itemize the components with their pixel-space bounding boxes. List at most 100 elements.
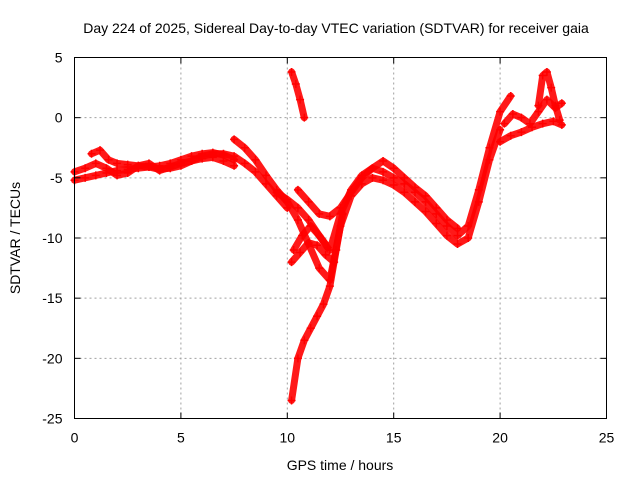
data-point — [313, 312, 322, 321]
data-point — [547, 83, 556, 92]
data-point — [464, 234, 473, 242]
data-point — [517, 128, 526, 137]
data-point — [123, 169, 132, 178]
data-point — [368, 173, 377, 182]
data-point — [293, 354, 302, 363]
x-tick-label: 20 — [492, 430, 508, 446]
y-tick-label: 5 — [55, 50, 63, 66]
data-point — [293, 185, 302, 194]
data-point — [300, 113, 309, 122]
data-point — [534, 101, 543, 110]
y-tick-label: -10 — [42, 230, 62, 246]
data-point — [306, 221, 315, 230]
data-point — [542, 67, 551, 76]
data-point — [296, 95, 305, 104]
data-point — [368, 164, 377, 173]
satellite-track-4 — [230, 126, 504, 284]
data-point — [379, 156, 388, 165]
data-point — [315, 209, 324, 218]
satellite-track-4-markers — [230, 125, 505, 285]
y-tick-label: -25 — [42, 411, 62, 427]
data-point — [347, 188, 356, 197]
data-point — [304, 215, 313, 224]
y-tick-label: -20 — [42, 350, 62, 366]
data-point — [555, 116, 564, 125]
x-tick-label: 0 — [71, 430, 79, 446]
y-axis-label: SDTVAR / TECUs — [7, 182, 23, 294]
data-point — [421, 207, 430, 216]
data-point — [287, 396, 296, 405]
data-point — [230, 135, 239, 144]
data-point — [379, 167, 388, 176]
data-point — [230, 155, 239, 164]
data-point — [123, 160, 132, 169]
data-point — [338, 209, 347, 218]
data-point — [336, 203, 345, 212]
y-tick-label: 0 — [55, 110, 63, 126]
data-point — [240, 159, 249, 168]
data-point — [296, 248, 305, 257]
x-tick-label: 25 — [599, 430, 615, 446]
data-point — [306, 324, 315, 333]
satellite-track-10 — [288, 68, 308, 122]
data-point — [283, 195, 292, 204]
data-point — [453, 240, 462, 249]
data-point — [298, 231, 307, 240]
data-point — [551, 101, 560, 110]
data-point — [176, 155, 185, 164]
data-point — [291, 79, 300, 88]
data-point — [287, 258, 296, 267]
data-traces — [70, 67, 566, 405]
data-point — [104, 155, 113, 164]
satellite-track-9-markers — [287, 209, 347, 405]
data-point — [389, 173, 398, 182]
data-point — [287, 67, 296, 76]
data-point — [134, 161, 143, 170]
data-point — [442, 231, 451, 240]
x-tick-label: 5 — [177, 430, 185, 446]
data-point — [538, 71, 547, 80]
data-point — [187, 152, 196, 161]
data-point — [549, 117, 558, 126]
data-point — [251, 155, 260, 164]
data-point — [289, 246, 298, 255]
data-point — [219, 150, 228, 159]
data-point — [389, 181, 398, 190]
data-point — [240, 143, 249, 152]
data-point — [293, 215, 302, 224]
data-point — [81, 164, 90, 173]
data-point — [96, 146, 105, 155]
data-point — [538, 119, 547, 128]
satellite-track-11-markers — [496, 117, 566, 146]
data-point — [432, 203, 441, 212]
data-point — [442, 215, 451, 224]
data-point — [113, 171, 122, 180]
x-axis-label: GPS time / hours — [287, 457, 394, 473]
data-point — [313, 241, 322, 250]
satellite-track-6-markers — [293, 156, 462, 233]
data-point — [208, 148, 217, 157]
data-point — [557, 99, 566, 108]
data-point — [453, 224, 462, 233]
data-point — [300, 336, 309, 345]
data-point — [517, 113, 526, 122]
data-point — [293, 203, 302, 212]
data-point — [464, 221, 473, 230]
data-point — [113, 159, 122, 168]
data-point — [400, 173, 409, 182]
data-point — [496, 137, 505, 146]
data-point — [410, 197, 419, 206]
data-point — [81, 173, 90, 182]
data-point — [421, 191, 430, 200]
data-point — [319, 300, 328, 309]
data-point — [500, 119, 509, 128]
satellite-track-10-markers — [287, 67, 309, 122]
data-point — [272, 188, 281, 197]
data-point — [453, 231, 462, 240]
data-point — [304, 238, 313, 247]
data-point — [506, 131, 515, 140]
data-point — [332, 246, 341, 255]
data-point — [325, 282, 334, 291]
data-point — [102, 164, 111, 173]
